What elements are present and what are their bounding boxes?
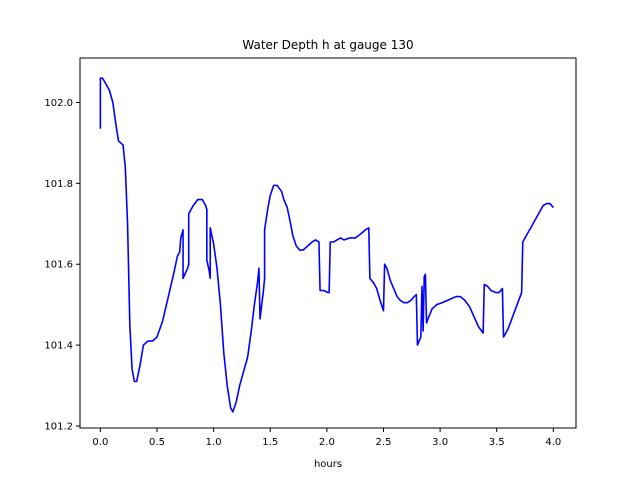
x-tick-label: 1.0 bbox=[206, 437, 222, 448]
x-tick-label: 2.5 bbox=[376, 437, 392, 448]
x-axis-label: hours bbox=[314, 459, 342, 470]
y-tick-label: 101.4 bbox=[44, 341, 73, 352]
x-tick-label: 1.5 bbox=[262, 437, 278, 448]
y-tick-label: 101.8 bbox=[44, 179, 73, 190]
chart-title: Water Depth h at gauge 130 bbox=[242, 38, 413, 52]
y-tick-label: 101.6 bbox=[44, 260, 73, 271]
y-tick-label: 102.0 bbox=[44, 98, 73, 109]
x-tick-label: 0.0 bbox=[92, 437, 108, 448]
x-tick-label: 2.0 bbox=[319, 437, 335, 448]
y-tick-label: 101.2 bbox=[44, 421, 73, 432]
series-line-0 bbox=[99, 77, 554, 413]
x-tick-label: 0.5 bbox=[149, 437, 165, 448]
axes-frame bbox=[79, 57, 577, 429]
x-tick-label: 3.0 bbox=[432, 437, 448, 448]
x-tick-label: 3.5 bbox=[489, 437, 505, 448]
x-tick-label: 4.0 bbox=[545, 437, 561, 448]
plot-area bbox=[99, 77, 554, 413]
